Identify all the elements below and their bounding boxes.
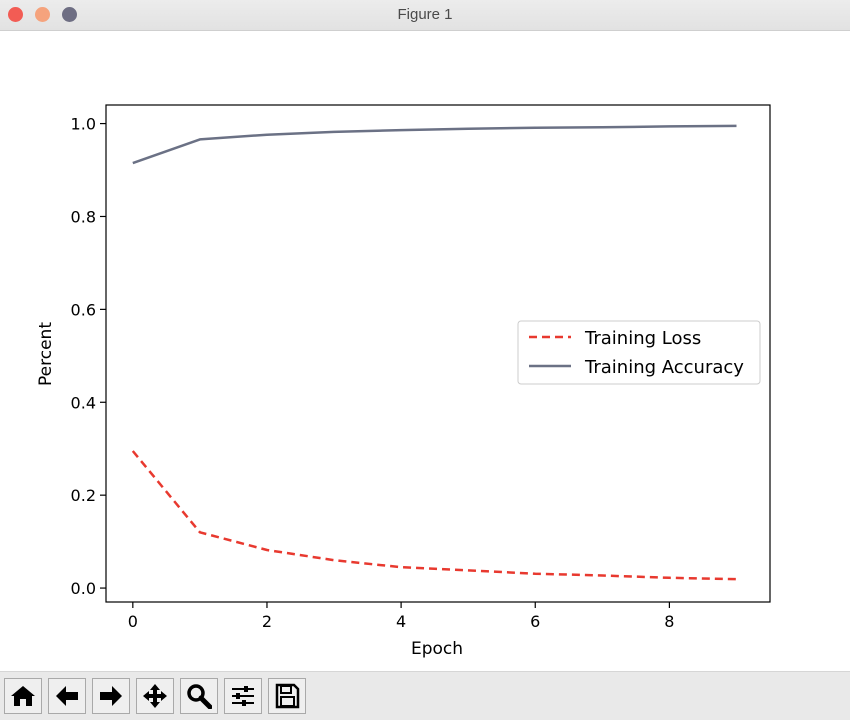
y-tick-label: 0.6 [71,300,96,319]
x-tick-label: 4 [396,612,406,631]
figure-canvas: 0 2 4 6 8 0.0 0.2 0.4 0.6 0.8 1.0 Epoch Percent T… [0,31,850,671]
y-tick-label: 0.2 [71,486,96,505]
configure-subplots-icon [232,686,254,706]
legend-label-training-loss: Training Loss [584,328,701,349]
back-arrow-icon [56,686,78,706]
x-tick-label: 2 [262,612,272,631]
x-tick-label: 6 [530,612,540,631]
configure-subplots-button[interactable] [224,678,262,714]
pan-button[interactable] [136,678,174,714]
minimize-window-button[interactable] [35,7,50,22]
save-button[interactable] [268,678,306,714]
series-line-training-loss [131,450,737,581]
x-tick-label: 8 [664,612,674,631]
series-line-training-accuracy [132,124,737,165]
zoom-button[interactable] [180,678,218,714]
navigation-toolbar [0,671,850,720]
home-button[interactable] [4,678,42,714]
home-icon [11,686,35,706]
y-tick-label: 0.0 [71,579,96,598]
window-title: Figure 1 [397,6,453,23]
y-tick-label: 1.0 [71,115,96,134]
x-axis-label: Epoch [411,639,463,659]
legend-label-training-accuracy: Training Accuracy [584,357,744,378]
x-tick-label: 0 [128,612,138,631]
back-button[interactable] [48,678,86,714]
plot-area-frame [105,104,771,603]
legend: Training Loss Training Accuracy [517,320,761,385]
forward-button[interactable] [92,678,130,714]
forward-arrow-icon [100,686,122,706]
pan-icon [143,684,167,708]
y-axis-label: Percent [36,322,56,386]
legend-box [517,320,761,385]
y-tick-label: 0.8 [71,207,96,226]
maximize-window-button[interactable] [62,7,77,22]
zoom-icon [187,684,212,709]
save-icon [275,683,300,709]
window-titlebar: Figure 1 [0,0,850,31]
y-tick-label: 0.4 [71,393,96,412]
line-chart: 0 2 4 6 8 0.0 0.2 0.4 0.6 0.8 1.0 Epoch Percent T… [36,104,771,659]
close-window-button[interactable] [8,7,23,22]
